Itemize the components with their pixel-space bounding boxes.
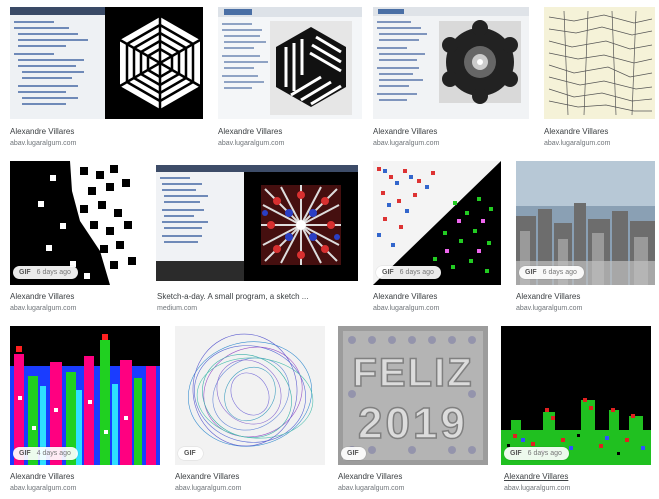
result-thumbnail[interactable]	[218, 7, 362, 119]
result-thumbnail[interactable]	[10, 326, 160, 465]
result-thumbnail[interactable]	[373, 7, 529, 119]
result-thumbnail[interactable]	[501, 326, 651, 465]
result-thumbnail[interactable]	[544, 7, 655, 119]
result-domain[interactable]: abav.lugaralgum.com	[504, 485, 571, 492]
result-thumbnail[interactable]	[373, 161, 501, 285]
result-author[interactable]: Alexandre Villares	[338, 472, 403, 481]
result-domain[interactable]: abav.lugaralgum.com	[544, 140, 611, 147]
result-domain[interactable]: abav.lugaralgum.com	[516, 305, 583, 312]
result-thumbnail[interactable]	[10, 161, 141, 285]
result-author[interactable]: Alexandre Villares	[373, 127, 438, 136]
result-author[interactable]: Alexandre Villares	[504, 472, 569, 481]
result-author[interactable]: Alexandre Villares	[516, 292, 581, 301]
result-author[interactable]: Alexandre Villares	[10, 127, 75, 136]
result-domain[interactable]: abav.lugaralgum.com	[338, 485, 405, 492]
result-thumbnail[interactable]	[10, 7, 203, 119]
result-domain[interactable]: abav.lugaralgum.com	[218, 140, 285, 147]
age-label: 6 days ago	[36, 269, 71, 276]
result-thumbnail[interactable]	[516, 161, 655, 285]
result-author[interactable]: Alexandre Villares	[544, 127, 609, 136]
result-domain[interactable]: abav.lugaralgum.com	[10, 140, 77, 147]
result-domain[interactable]: medium.com	[157, 305, 198, 312]
result-author[interactable]: Alexandre Villares	[175, 472, 240, 481]
gif-badge: GIF 6 days ago	[13, 266, 78, 279]
result-thumbnail[interactable]	[156, 165, 358, 281]
result-domain[interactable]: abav.lugaralgum.com	[10, 485, 77, 492]
result-author[interactable]: Alexandre Villares	[10, 292, 75, 301]
thumb-text-year: 2019	[358, 399, 468, 448]
gif-badge: GIF 6 days ago	[504, 447, 569, 460]
result-domain[interactable]: abav.lugaralgum.com	[10, 305, 77, 312]
result-title[interactable]: Sketch-a-day. A small program, a sketch …	[157, 292, 309, 301]
thumb-text-feliz: FELIZ	[352, 351, 473, 395]
result-domain[interactable]: abav.lugaralgum.com	[373, 140, 440, 147]
result-domain[interactable]: abav.lugaralgum.com	[373, 305, 440, 312]
gif-badge: GIF 6 days ago	[519, 266, 584, 279]
gif-badge: GIF	[178, 447, 203, 460]
result-thumbnail[interactable]: FELIZ 2019	[338, 326, 488, 465]
gif-badge: GIF	[341, 447, 366, 460]
age-label: 6 days ago	[542, 269, 577, 276]
result-domain[interactable]: abav.lugaralgum.com	[175, 485, 242, 492]
gif-badge: GIF 4 days ago	[13, 447, 78, 460]
age-label: 6 days ago	[399, 269, 434, 276]
age-label: 6 days ago	[527, 450, 562, 457]
result-author[interactable]: Alexandre Villares	[373, 292, 438, 301]
age-label: 4 days ago	[36, 450, 71, 457]
result-thumbnail[interactable]	[175, 326, 325, 465]
result-author[interactable]: Alexandre Villares	[10, 472, 75, 481]
result-author[interactable]: Alexandre Villares	[218, 127, 283, 136]
gif-badge: GIF 6 days ago	[376, 266, 441, 279]
